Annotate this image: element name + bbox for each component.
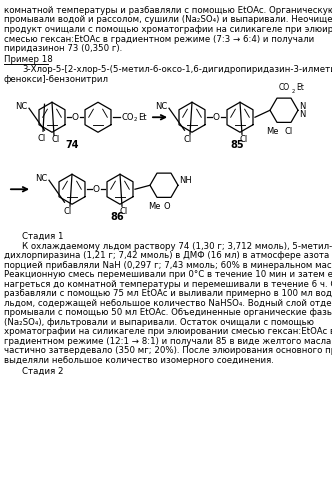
Text: фенокси]-бензонитрил: фенокси]-бензонитрил <box>4 74 109 84</box>
Text: Cl: Cl <box>285 127 293 136</box>
Text: Cl: Cl <box>120 207 128 216</box>
Text: продукт очищали с помощью хроматографии на силикагеле при элюировании: продукт очищали с помощью хроматографии … <box>4 25 332 34</box>
Text: O: O <box>212 113 219 122</box>
Text: 74: 74 <box>65 140 79 150</box>
Text: Cl: Cl <box>38 134 46 143</box>
Text: N: N <box>299 102 305 111</box>
Text: частично затвердевало (350 мг; 20%). После элюирования основного продукта: частично затвердевало (350 мг; 20%). Пос… <box>4 346 332 355</box>
Text: градиентном режиме (12:1 → 8:1) и получали 85 в виде желтого масла, которое: градиентном режиме (12:1 → 8:1) и получа… <box>4 337 332 346</box>
Text: хроматографии на силикагеле при элюировании смесью гексан:EtOAc в: хроматографии на силикагеле при элюирова… <box>4 327 332 336</box>
Text: порцией прибавляли NaH (0,297 г; 7,43 ммоль; 60% в минеральном масле).: порцией прибавляли NaH (0,297 г; 7,43 мм… <box>4 261 332 270</box>
Text: Me: Me <box>148 202 160 211</box>
Text: O: O <box>164 202 170 211</box>
Text: NC: NC <box>15 102 27 111</box>
Text: NH: NH <box>179 176 192 184</box>
Text: 2: 2 <box>292 89 295 94</box>
Text: Стадия 1: Стадия 1 <box>22 232 63 241</box>
Text: CO: CO <box>121 113 133 122</box>
Text: 85: 85 <box>230 140 244 150</box>
Text: выделяли небольшое количество изомерного соединения.: выделяли небольшое количество изомерного… <box>4 356 274 365</box>
Text: (Na₂SO₄), фильтровали и выпаривали. Остаток очищали с помощью: (Na₂SO₄), фильтровали и выпаривали. Оста… <box>4 318 314 327</box>
Text: 3-Хлор-5-[2-хлор-5-(5-метил-6-оксо-1,6-дигидропиридазин-3-илметил)-: 3-Хлор-5-[2-хлор-5-(5-метил-6-оксо-1,6-д… <box>22 65 332 74</box>
Text: нагреться до комнатной температуры и перемешивали в течение 6 ч. Смесь: нагреться до комнатной температуры и пер… <box>4 280 332 289</box>
Text: O: O <box>93 184 100 194</box>
Text: 2: 2 <box>134 116 137 121</box>
Text: Реакционную смесь перемешивали при 0°C в течение 10 мин и затем ей давали: Реакционную смесь перемешивали при 0°C в… <box>4 270 332 279</box>
Text: Пример 18: Пример 18 <box>4 56 53 64</box>
Text: 86: 86 <box>110 212 124 222</box>
Text: NC: NC <box>35 174 47 182</box>
Text: Cl: Cl <box>184 135 192 144</box>
Text: разбавляли с помощью 75 мл EtOAc и выливали примерно в 100 мл воды со: разбавляли с помощью 75 мл EtOAc и вылив… <box>4 289 332 298</box>
Text: льдом, содержащей небольшое количество NaHSO₄. Водный слой отделяли и: льдом, содержащей небольшое количество N… <box>4 298 332 308</box>
Text: Стадия 2: Стадия 2 <box>22 367 63 376</box>
Text: пиридазинон 73 (0,350 г).: пиридазинон 73 (0,350 г). <box>4 44 122 53</box>
Text: CO: CO <box>279 83 290 92</box>
Text: промывали водой и рассолом, сушили (Na₂SO₄) и выпаривали. Неочищенный: промывали водой и рассолом, сушили (Na₂S… <box>4 16 332 24</box>
Text: дихлорпиразина (1,21 г; 7,42 ммоль) в ДМФ (16 мл) в атмосфере азота одной: дихлорпиразина (1,21 г; 7,42 ммоль) в ДМ… <box>4 251 332 260</box>
Text: Me: Me <box>266 127 278 136</box>
Text: Et: Et <box>296 83 304 92</box>
Text: NC: NC <box>155 102 167 111</box>
Text: промывали с помощью 50 мл EtOAc. Объединенные органические фазы сушили: промывали с помощью 50 мл EtOAc. Объедин… <box>4 308 332 318</box>
Text: смесью гексан:EtOAc в градиентном режиме (7:3 → 6:4) и получали: смесью гексан:EtOAc в градиентном режиме… <box>4 34 314 43</box>
Text: Cl: Cl <box>64 207 72 216</box>
Text: O: O <box>71 113 78 122</box>
Text: Et: Et <box>138 113 146 122</box>
Text: К охлаждаемому льдом раствору 74 (1,30 г; 3,712 ммоль), 5-метил-1,4-: К охлаждаемому льдом раствору 74 (1,30 г… <box>22 242 332 251</box>
Text: комнатной температуры и разбавляли с помощью EtOAc. Органическую фазу: комнатной температуры и разбавляли с пом… <box>4 6 332 15</box>
Text: N: N <box>299 110 305 118</box>
Text: Cl: Cl <box>240 135 248 144</box>
Text: Cl: Cl <box>52 135 60 144</box>
